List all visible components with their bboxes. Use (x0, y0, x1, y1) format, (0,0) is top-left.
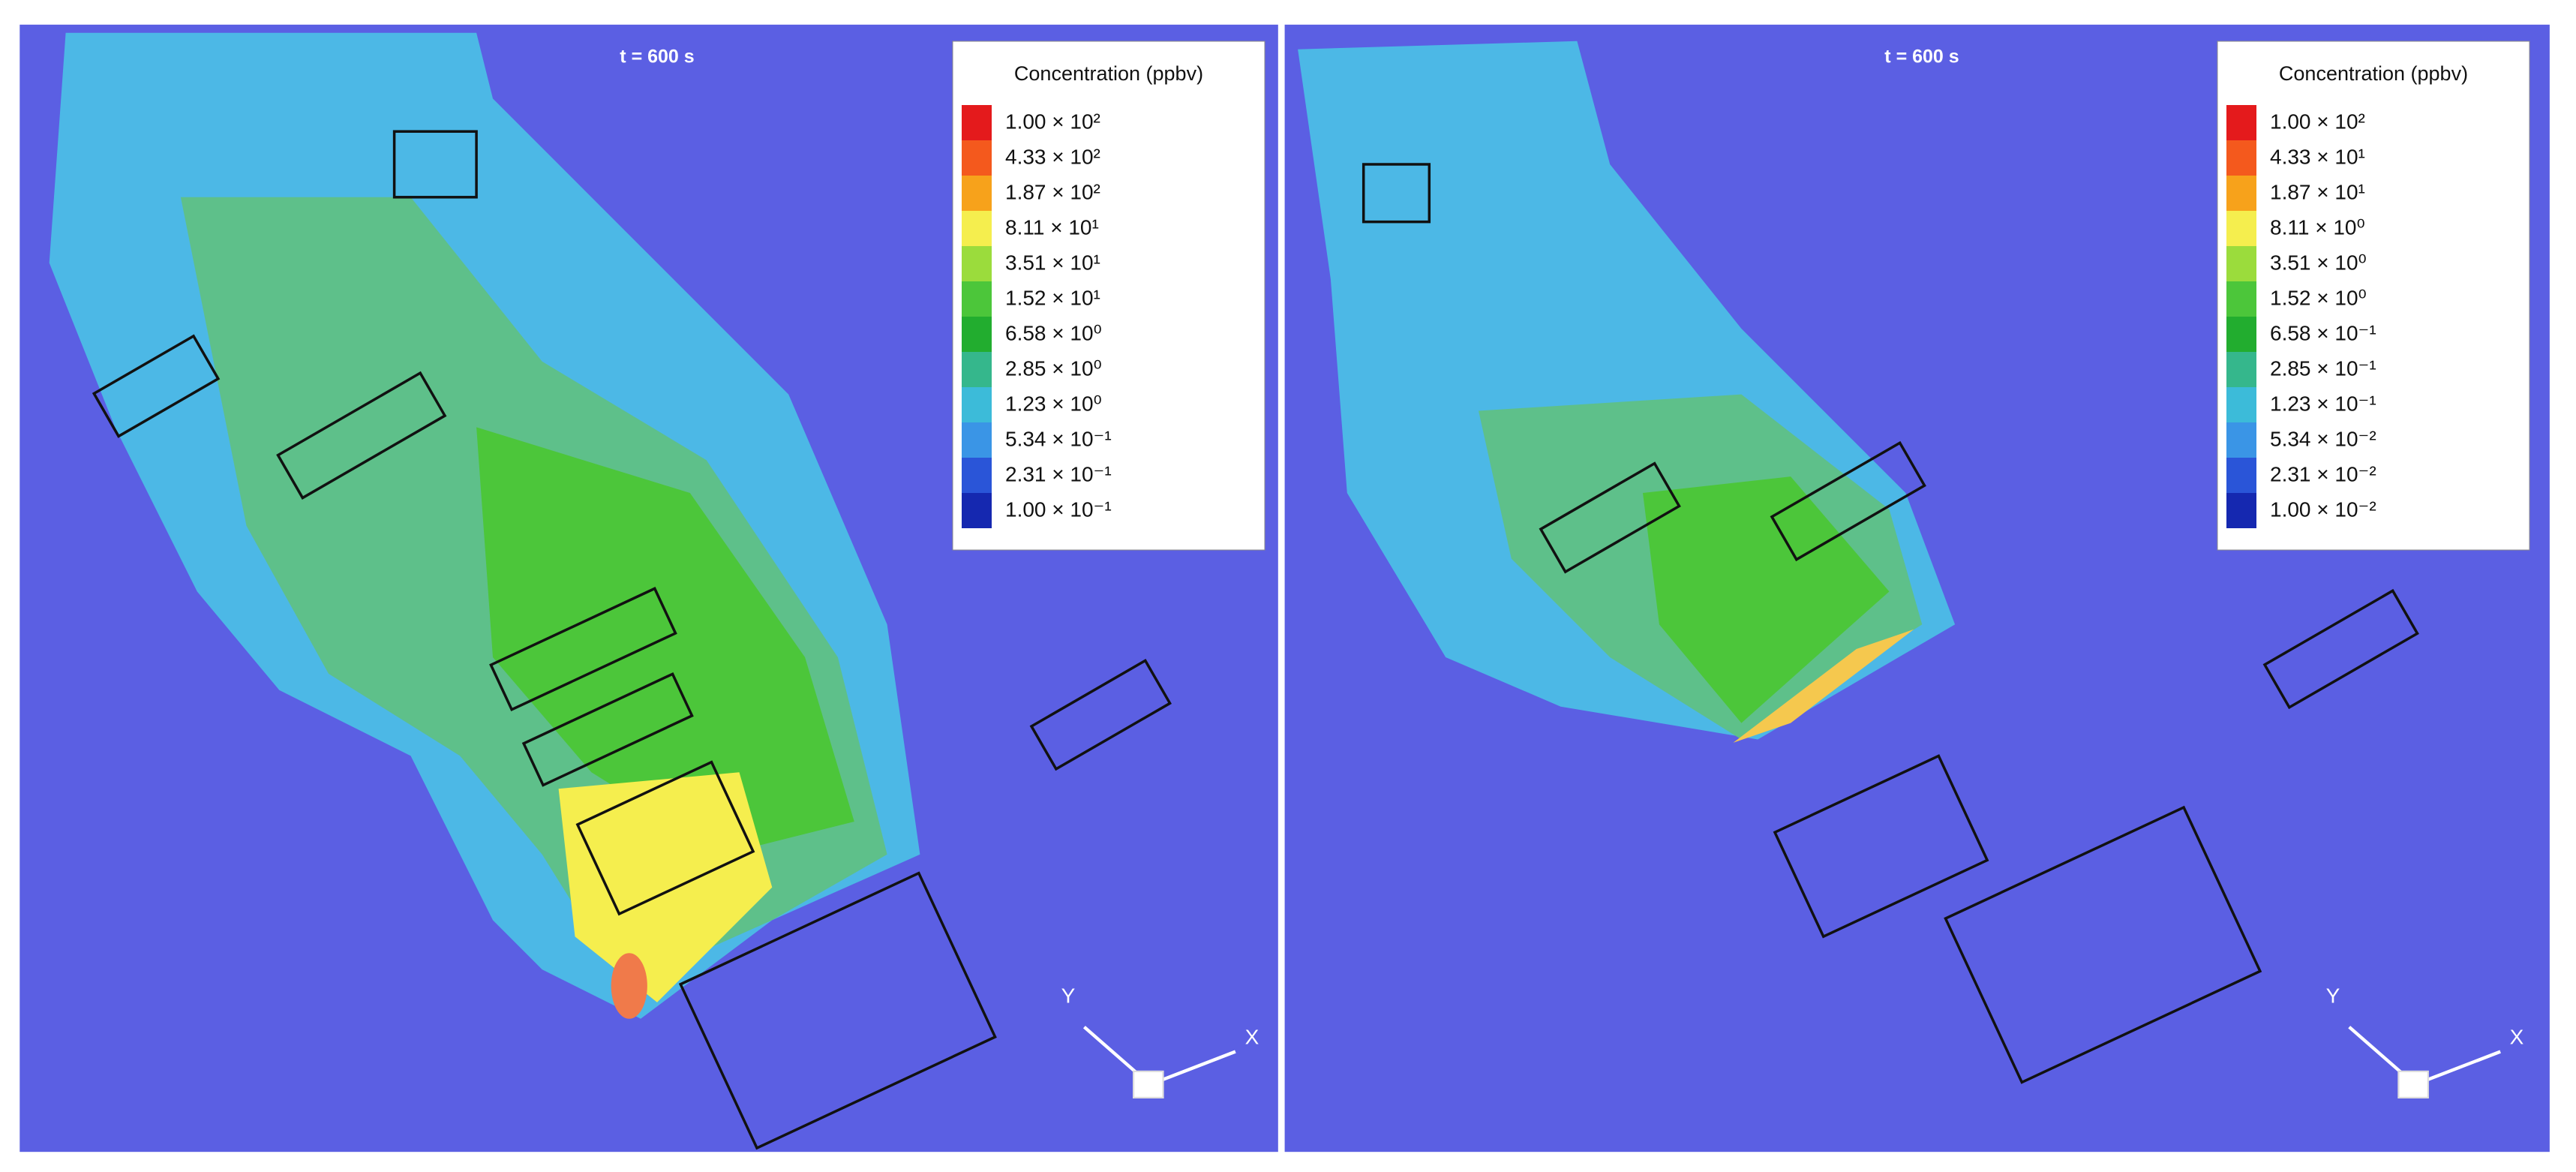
axis-label-y: Y (2326, 984, 2340, 1007)
plume-dark-green (476, 427, 854, 855)
scene (20, 24, 2550, 1152)
legend-swatch (2226, 352, 2256, 387)
legend-swatch (2226, 387, 2256, 422)
legend-swatch (2226, 140, 2256, 176)
legend-swatch (2226, 105, 2256, 140)
legend-swatch (962, 352, 992, 387)
legend-box (952, 41, 1265, 551)
legend-swatch (962, 317, 992, 352)
legend-swatch (962, 211, 992, 246)
legend-swatch (2226, 422, 2256, 458)
legend-swatch (2226, 493, 2256, 528)
legend-label: 2.31 × 10⁻² (2270, 462, 2376, 485)
legend-swatch (962, 281, 992, 317)
legend-label: 1.87 × 10² (1005, 180, 1100, 203)
legend-swatch (962, 493, 992, 528)
legend-label: 3.51 × 10¹ (1005, 251, 1100, 274)
panel-title: t = 600 s (1884, 47, 1959, 68)
legend-label: 1.23 × 10⁻¹ (2270, 392, 2376, 415)
axis-label-y: Y (1061, 984, 1076, 1007)
legend-box (2217, 41, 2530, 551)
panel-title: t = 600 s (620, 47, 694, 68)
legend-title: Concentration (ppbv) (2279, 62, 2468, 85)
legend-label: 1.00 × 10² (2270, 110, 2365, 133)
legend-swatch (962, 105, 992, 140)
legend-swatch (962, 458, 992, 493)
legend-label: 4.33 × 10¹ (2270, 145, 2365, 168)
plume-hotspot (611, 953, 647, 1019)
legend-label: 6.58 × 10⁰ (1005, 321, 1102, 344)
legend-swatch (2226, 458, 2256, 493)
legend-label: 1.00 × 10² (1005, 110, 1100, 133)
legend-title: Concentration (ppbv) (1014, 62, 1203, 85)
legend-label: 1.87 × 10¹ (2270, 180, 2365, 203)
legend-label: 3.51 × 10⁰ (2270, 251, 2367, 274)
legend-label: 1.52 × 10⁰ (2270, 286, 2367, 309)
legend-label: 2.85 × 10⁰ (1005, 356, 1102, 380)
legend-label: 2.85 × 10⁻¹ (2270, 356, 2376, 380)
legend-swatch (962, 176, 992, 211)
legend-swatch (2226, 176, 2256, 211)
legend-label: 6.58 × 10⁻¹ (2270, 321, 2376, 344)
buildings (92, 130, 2419, 1150)
legend-label: 1.00 × 10⁻¹ (1005, 497, 1112, 521)
legend-swatch (2226, 317, 2256, 352)
plume-yellow (558, 772, 773, 1002)
legend-label: 1.00 × 10⁻² (2270, 497, 2376, 521)
legend-swatch (962, 140, 992, 176)
legend-swatch (2226, 281, 2256, 317)
axis-label-x: X (1245, 1025, 1259, 1048)
legend-label: 2.31 × 10⁻¹ (1005, 462, 1112, 485)
axis-label-x: X (2510, 1025, 2524, 1048)
legend-label: 1.23 × 10⁰ (1005, 392, 1102, 415)
legend-label: 8.11 × 10¹ (1005, 215, 1099, 239)
axis-gizmo (1082, 1026, 2501, 1099)
legend-swatch (962, 246, 992, 281)
legend-label: 1.52 × 10¹ (1005, 286, 1100, 309)
plume-dark-green (1643, 476, 1890, 723)
legend-swatch (2226, 246, 2256, 281)
legend-label: 5.34 × 10⁻² (2270, 427, 2376, 450)
legend-swatch (962, 387, 992, 422)
legend-label: 4.33 × 10² (1005, 145, 1100, 168)
legend-swatch (962, 422, 992, 458)
legend-label: 8.11 × 10⁰ (2270, 215, 2365, 239)
legend-swatch (2226, 211, 2256, 246)
plume-hotspot (1733, 629, 1914, 743)
legend-label: 5.34 × 10⁻¹ (1005, 427, 1112, 450)
